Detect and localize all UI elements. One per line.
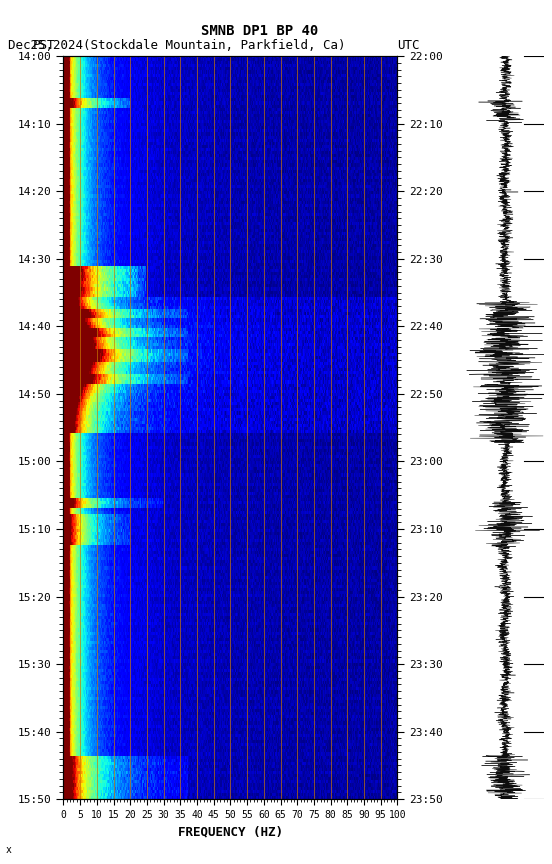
Text: SMNB DP1 BP 40: SMNB DP1 BP 40 [201, 24, 318, 38]
Text: UTC: UTC [397, 39, 420, 52]
Text: x: x [6, 845, 12, 855]
X-axis label: FREQUENCY (HZ): FREQUENCY (HZ) [178, 825, 283, 838]
Text: PST: PST [33, 39, 56, 52]
Text: Dec25,2024(Stockdale Mountain, Parkfield, Ca): Dec25,2024(Stockdale Mountain, Parkfield… [8, 39, 346, 52]
